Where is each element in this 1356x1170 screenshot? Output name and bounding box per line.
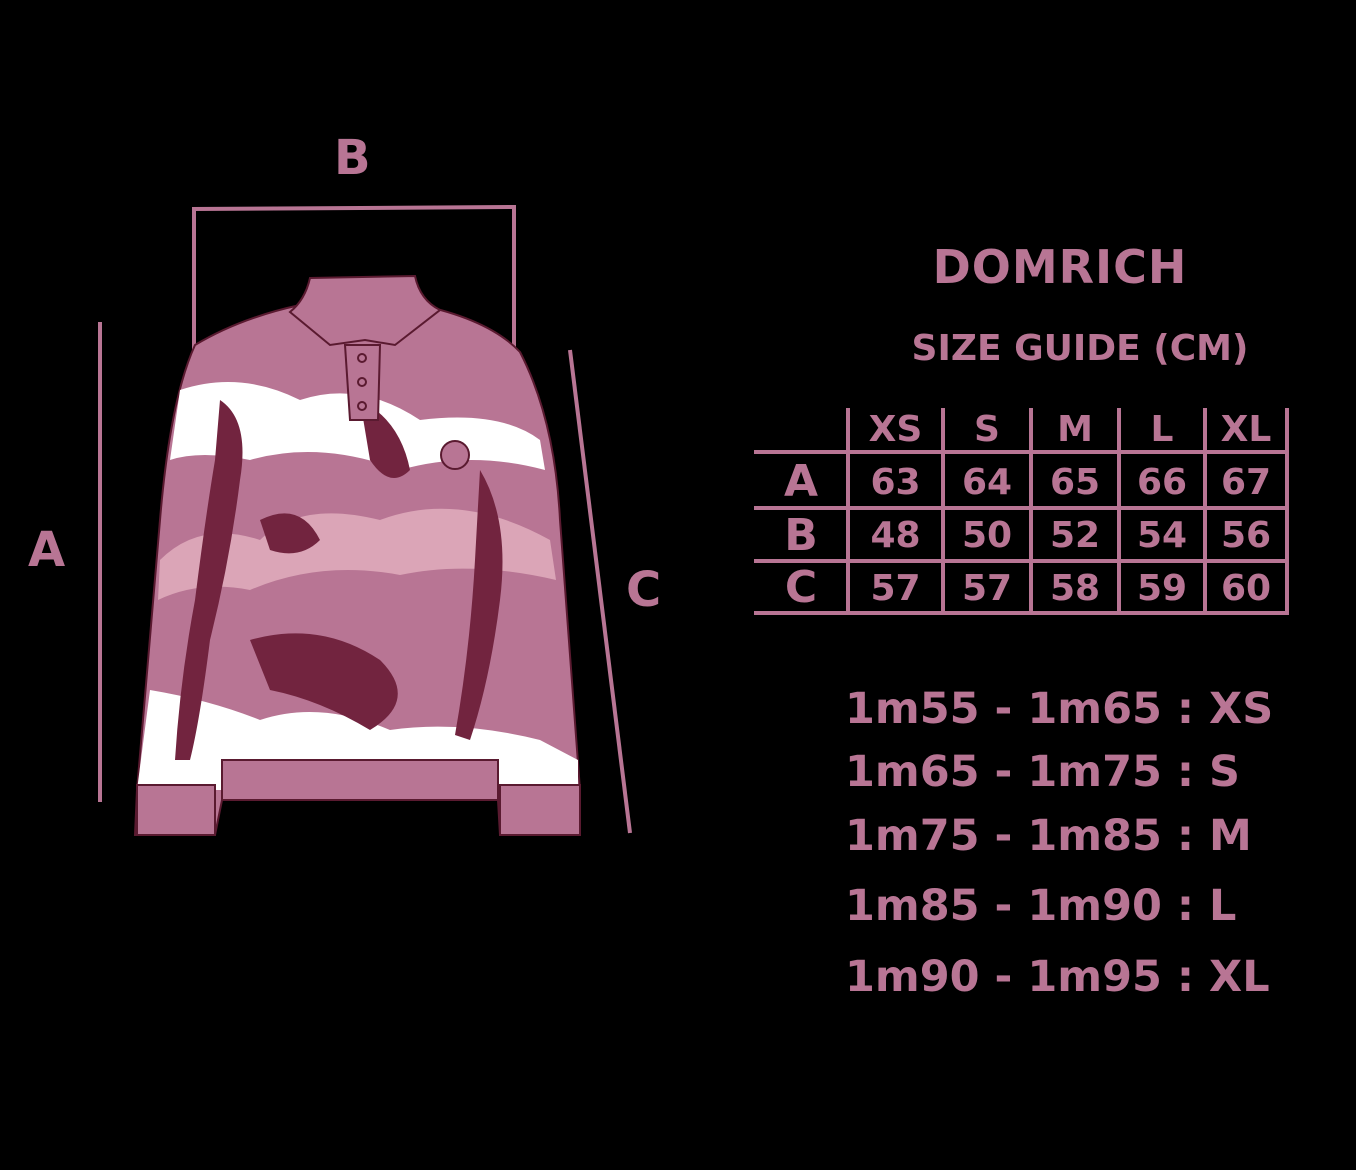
sweater-illustration xyxy=(98,204,632,836)
table-cell: 57 xyxy=(870,568,921,609)
height-fit-item: 1m65 - 1m75 : S xyxy=(845,747,1241,797)
row-label-a: A xyxy=(783,456,819,507)
table-cell: 57 xyxy=(961,568,1013,609)
row-label-b: B xyxy=(784,510,818,561)
table-cell: 67 xyxy=(1220,462,1272,503)
column-header-xs: XS xyxy=(868,409,923,450)
dimension-line-b xyxy=(192,204,516,350)
column-header-l: L xyxy=(1150,409,1174,450)
dimension-line-c xyxy=(568,349,632,834)
column-header-xl: XL xyxy=(1220,409,1272,450)
height-fit-item: 1m90 - 1m95 : XL xyxy=(845,952,1270,1002)
height-fit-item: 1m75 - 1m85 : M xyxy=(845,811,1252,861)
height-fit-item: 1m55 - 1m65 : XS xyxy=(845,684,1274,734)
table-cell: 48 xyxy=(870,515,921,556)
table-cell: 65 xyxy=(1049,462,1101,503)
table-cell: 58 xyxy=(1049,568,1101,609)
dimension-label-c: C xyxy=(626,562,662,618)
size-guide-subtitle: SIZE GUIDE (CM) xyxy=(911,328,1249,369)
dimension-label-b: B xyxy=(334,130,371,186)
table-cell: 54 xyxy=(1136,515,1188,556)
table-cell: 64 xyxy=(961,462,1013,503)
table-cell: 50 xyxy=(961,515,1013,556)
table-cell: 63 xyxy=(870,462,921,503)
dimension-lines xyxy=(98,204,632,834)
row-label-c: C xyxy=(784,562,818,613)
logo-emblem-icon xyxy=(440,440,470,470)
table-cell: 56 xyxy=(1220,515,1272,556)
table-cell: 60 xyxy=(1220,568,1272,609)
brand-title: DOMRICH xyxy=(932,240,1188,294)
table-cell: 59 xyxy=(1136,568,1188,609)
height-fit-item: 1m85 - 1m90 : L xyxy=(845,881,1237,931)
dimension-label-a: A xyxy=(28,522,66,578)
table-cell: 52 xyxy=(1049,515,1101,556)
table-cell: 66 xyxy=(1136,462,1188,503)
column-header-s: S xyxy=(974,409,1000,450)
size-table-grid xyxy=(754,408,1289,615)
column-header-m: M xyxy=(1057,409,1093,450)
